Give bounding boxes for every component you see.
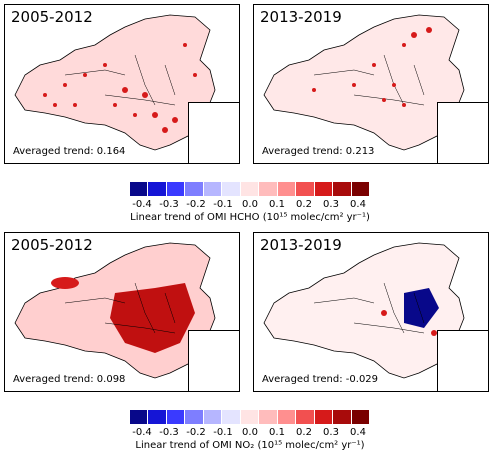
averaged-trend: Averaged trend: 0.213 xyxy=(262,146,375,157)
china-map-no2-2005 xyxy=(14,242,216,379)
colorbar-tick-label: 0.0 xyxy=(242,427,258,438)
colorbar-cell xyxy=(130,182,149,196)
colorbar-tick-label: -0.4 xyxy=(132,427,152,438)
china-map-hcho-2005 xyxy=(14,14,216,151)
colorbar-cell xyxy=(314,410,334,424)
colorbar-cell xyxy=(222,182,241,196)
colorbar-no2 xyxy=(130,410,370,424)
colorbar-tick-label: -0.1 xyxy=(213,199,233,210)
colorbar-cell xyxy=(130,410,149,424)
colorbar-tick-label: 0.1 xyxy=(269,427,285,438)
south-china-sea-inset xyxy=(437,330,488,391)
colorbar-tick-label: -0.2 xyxy=(186,199,206,210)
colorbar-cell xyxy=(351,410,370,424)
colorbar-tick-label: -0.3 xyxy=(159,427,179,438)
colorbar-cell xyxy=(222,410,241,424)
colorbar-cell xyxy=(259,410,278,424)
map-panel-no2-2013-2019: 2013-2019 Averaged trend: -0.029 xyxy=(253,232,489,392)
colorbar-tick-label: 0.3 xyxy=(323,427,339,438)
south-china-sea-inset xyxy=(188,102,239,163)
colorbar-cell xyxy=(166,182,186,196)
colorbar-cell xyxy=(148,182,167,196)
colorbar-cell xyxy=(259,182,278,196)
panel-title: 2013-2019 xyxy=(260,236,342,254)
colorbar-tick-label: 0.4 xyxy=(350,427,366,438)
colorbar-cell xyxy=(314,182,334,196)
colorbar-cell xyxy=(148,410,167,424)
colorbar-tick-label: 0.2 xyxy=(296,199,312,210)
colorbar-tick-label: 0.2 xyxy=(296,427,312,438)
colorbar-ticks-no2: -0.4 -0.3 -0.2 -0.1 0.0 0.1 0.2 0.3 0.4 xyxy=(130,427,370,439)
colorbar-ticks-hcho: -0.4 -0.3 -0.2 -0.1 0.0 0.1 0.2 0.3 0.4 xyxy=(130,199,370,211)
map-panel-hcho-2005-2012: 2005-2012 Averaged trend: 0.164 xyxy=(4,4,240,164)
china-map-hcho-2013 xyxy=(263,14,465,151)
colorbar-hcho xyxy=(130,182,370,196)
colorbar-cell xyxy=(351,182,370,196)
colorbar-cell xyxy=(203,182,223,196)
colorbar-tick-label: 0.1 xyxy=(269,199,285,210)
colorbar-cell xyxy=(240,410,260,424)
averaged-trend: Averaged trend: -0.029 xyxy=(262,374,379,385)
south-china-sea-inset xyxy=(188,330,239,391)
colorbar-tick-label: -0.2 xyxy=(186,427,206,438)
china-map-no2-2013 xyxy=(263,242,465,379)
colorbar-tick-label: -0.3 xyxy=(159,199,179,210)
colorbar-cell xyxy=(296,182,315,196)
panel-title: 2005-2012 xyxy=(11,8,93,26)
colorbar-tick-label: 0.4 xyxy=(350,199,366,210)
colorbar-cell xyxy=(277,410,297,424)
colorbar-cell xyxy=(277,182,297,196)
colorbar-cell xyxy=(166,410,186,424)
colorbar-cell xyxy=(333,410,352,424)
colorbar-cell xyxy=(333,182,352,196)
averaged-trend: Averaged trend: 0.098 xyxy=(13,374,126,385)
colorbar-tick-label: -0.4 xyxy=(132,199,152,210)
map-panel-no2-2005-2012: 2005-2012 Averaged trend: 0.098 xyxy=(4,232,240,392)
panel-title: 2005-2012 xyxy=(11,236,93,254)
colorbar-tick-label: -0.1 xyxy=(213,427,233,438)
colorbar-label-hcho: Linear trend of OMI HCHO (10¹⁵ molec/cm²… xyxy=(130,212,370,223)
colorbar-cell xyxy=(296,410,315,424)
colorbar-cell xyxy=(240,182,260,196)
colorbar-cell xyxy=(185,410,204,424)
colorbar-cell xyxy=(203,410,223,424)
panel-title: 2013-2019 xyxy=(260,8,342,26)
colorbar-cell xyxy=(185,182,204,196)
south-china-sea-inset xyxy=(437,102,488,163)
map-panel-hcho-2013-2019: 2013-2019 Averaged trend: 0.213 xyxy=(253,4,489,164)
averaged-trend: Averaged trend: 0.164 xyxy=(13,146,126,157)
colorbar-tick-label: 0.3 xyxy=(323,199,339,210)
colorbar-tick-label: 0.0 xyxy=(242,199,258,210)
colorbar-label-no2: Linear trend of OMI NO₂ (10¹⁵ molec/cm² … xyxy=(135,440,365,451)
